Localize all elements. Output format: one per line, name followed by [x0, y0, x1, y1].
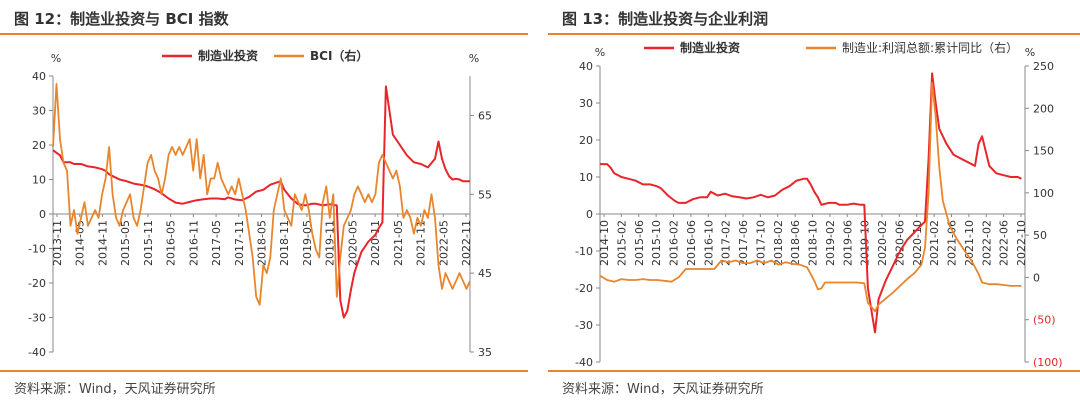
x-axis-tick-label: 2020-05 [346, 220, 359, 266]
title-rule [548, 33, 1080, 35]
x-axis-tick-label: 2015-02 [615, 220, 628, 266]
x-axis-tick-label: 2017-02 [720, 220, 733, 266]
x-axis-tick-label: 2014-11 [96, 220, 109, 266]
left-axis-tick-label: 10 [579, 171, 593, 184]
right-axis-tick-label: 50 [1033, 229, 1047, 242]
left-axis-tick-label: 40 [579, 60, 593, 73]
series-line-2 [599, 82, 1022, 313]
right-axis-tick-label: 0 [1033, 271, 1040, 284]
right-axis-tick-label: 55 [478, 188, 492, 201]
x-axis-tick-label: 2022-06 [998, 220, 1011, 266]
x-axis-tick-label: 2020-06 [893, 220, 906, 266]
left-axis-tick-label: -40 [28, 346, 46, 359]
left-axis-tick-label: 0 [39, 208, 46, 221]
legend-label: 制造业投资 [680, 40, 740, 55]
left-axis-unit: % [595, 46, 605, 59]
x-axis-tick-label: 2018-02 [772, 220, 785, 266]
left-axis-tick-label: 30 [32, 105, 46, 118]
chart-panel-2: 图 13：制造业投资与企业利润 -40 -30 -20 -10 0 10 20 30 40% (1… [548, 0, 1080, 404]
right-axis-tick-label: 100 [1033, 187, 1054, 200]
chart-panel-1: 图 12：制造业投资与 BCI 指数 -40 -30 -20 -10 0 10 20 30 40… [0, 0, 528, 404]
x-axis-tick-label: 2013-11 [51, 220, 64, 266]
left-axis-tick-label: -40 [575, 356, 593, 369]
left-axis-tick-label: -30 [28, 312, 46, 325]
x-axis-tick-label: 2019-06 [841, 220, 854, 266]
left-axis-tick-label: -10 [28, 243, 46, 256]
x-axis-tick-label: 2016-02 [668, 220, 681, 266]
x-axis-tick-label: 2016-11 [187, 220, 200, 266]
left-axis-tick-label: 30 [579, 97, 593, 110]
left-axis-tick-label: 20 [32, 139, 46, 152]
x-axis-tick-label: 2015-11 [142, 220, 155, 266]
x-axis-tick-label: 2016-05 [165, 220, 178, 266]
left-axis-tick-label: 10 [32, 174, 46, 187]
x-axis-tick-label: 2020-11 [369, 220, 382, 266]
left-axis-unit: % [51, 52, 61, 65]
x-axis-tick-label: 2021-06 [946, 220, 959, 266]
chart-title: 图 13：制造业投资与企业利润 [562, 10, 769, 28]
right-axis-tick-label: (100) [1033, 356, 1063, 369]
right-axis-tick-label: 45 [478, 267, 492, 280]
x-axis-tick-label: 2021-05 [392, 220, 405, 266]
x-axis-tick-label: 2019-02 [824, 220, 837, 266]
x-axis-tick-label: 2015-05 [119, 220, 132, 266]
source-rule [548, 370, 1080, 372]
left-axis-tick-label: 40 [32, 70, 46, 83]
series-line-1 [52, 85, 470, 319]
x-axis-tick-label: 2018-06 [789, 220, 802, 266]
x-axis-tick-label: 2020-02 [876, 220, 889, 266]
x-axis-tick-label: 2018-11 [278, 220, 291, 266]
x-axis-tick-label: 2022-02 [980, 220, 993, 266]
x-axis-tick-label: 2021-11 [415, 220, 428, 266]
right-axis-tick-label: 65 [478, 109, 492, 122]
x-axis-tick-label: 2016-06 [685, 220, 698, 266]
x-axis-tick-label: 2021-02 [928, 220, 941, 266]
x-axis-tick-label: 2022-11 [460, 220, 473, 266]
legend-label: 制造业投资 [198, 48, 258, 63]
x-axis-tick-label: 2017-06 [737, 220, 750, 266]
left-axis-tick-label: -20 [575, 282, 593, 295]
left-axis-tick-label: -20 [28, 277, 46, 290]
x-axis-tick-label: 2015-10 [650, 220, 663, 266]
right-axis-tick-label: 200 [1033, 102, 1054, 115]
legend-label: 制造业:利润总额:累计同比（右） [842, 40, 1018, 55]
left-axis-tick-label: -30 [575, 319, 593, 332]
series-line-2 [52, 83, 471, 306]
right-axis-unit: % [1025, 46, 1035, 59]
chart-1-svg: -40 -30 -20 -10 0 10 20 30 40% 35 45 55 65% 2013-11 20… [28, 48, 492, 359]
x-axis-tick-label: 2019-05 [301, 220, 314, 266]
right-axis-tick-label: 35 [478, 346, 492, 359]
x-axis-tick-label: 2016-10 [702, 220, 715, 266]
source-note: 资料来源：Wind，天风证券研究所 [562, 382, 764, 397]
x-axis-tick-label: 2018-05 [256, 220, 269, 266]
x-axis-tick-label: 2017-10 [754, 220, 767, 266]
x-axis-tick-label: 2018-10 [807, 220, 820, 266]
chart-2-svg: -40 -30 -20 -10 0 10 20 30 40% (100) (50) 0 50 100 150… [575, 40, 1063, 369]
left-axis-tick-label: 20 [579, 134, 593, 147]
right-axis-tick-label: 150 [1033, 145, 1054, 158]
x-axis-tick-label: 2017-11 [233, 220, 246, 266]
x-axis-tick-label: 2022-05 [437, 220, 450, 266]
right-axis-tick-label: 250 [1033, 60, 1054, 73]
x-axis-tick-label: 2019-11 [324, 220, 337, 266]
right-axis-tick-label: (50) [1033, 314, 1056, 327]
x-axis-tick-label: 2014-10 [598, 220, 611, 266]
right-axis-unit: % [469, 52, 479, 65]
x-axis-tick-label: 2017-05 [210, 220, 223, 266]
title-rule [0, 33, 528, 35]
x-axis-tick-label: 2015-06 [633, 220, 646, 266]
source-rule [0, 370, 528, 372]
source-note: 资料来源：Wind，天风证券研究所 [14, 382, 216, 397]
legend-label: BCI（右） [310, 48, 368, 63]
series-line-1 [600, 72, 1022, 334]
left-axis-tick-label: 0 [586, 208, 593, 221]
chart-title: 图 12：制造业投资与 BCI 指数 [14, 10, 229, 28]
x-axis-tick-label: 2022-10 [1015, 220, 1028, 266]
left-axis-tick-label: -10 [575, 245, 593, 258]
